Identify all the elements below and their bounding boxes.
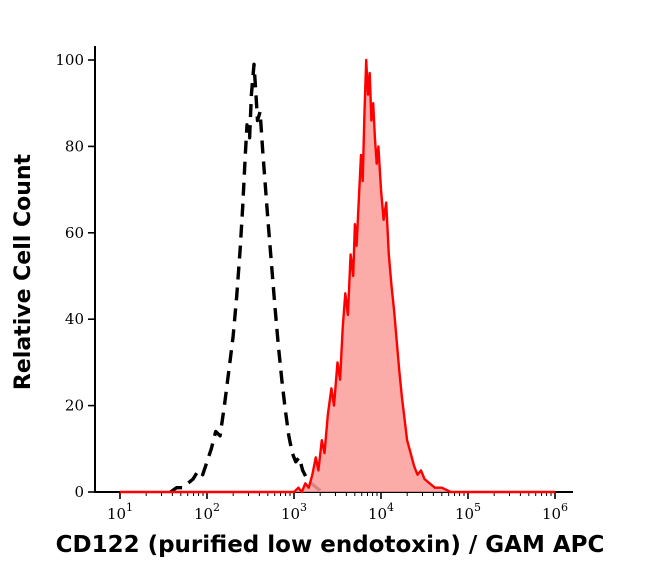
x-tick-label: 103 [281,501,307,523]
y-tick-label: 0 [74,483,84,501]
x-axis-title: CD122 (purified low endotoxin) / GAM APC [56,532,605,558]
x-tick-label: 101 [107,501,133,523]
series-curves [120,58,555,494]
y-axis-title: Relative Cell Count [11,153,36,390]
axes: 101 102 103 104 105 106 0 20 40 60 80 100 [55,46,573,523]
y-tick-label: 60 [65,224,84,242]
negative-control-curve [169,62,323,494]
x-tick-label: 102 [194,501,220,523]
y-tick-label: 20 [65,397,84,415]
cd122-stained-fill [120,60,555,492]
x-tick-label: 106 [542,501,568,523]
y-tick-label: 40 [65,310,84,328]
y-tick-label: 80 [65,137,84,155]
x-tick-label: 105 [455,501,481,523]
cd122-stained-curve [120,58,555,494]
y-tick-label: 100 [55,51,84,69]
x-tick-label: 104 [368,501,394,523]
